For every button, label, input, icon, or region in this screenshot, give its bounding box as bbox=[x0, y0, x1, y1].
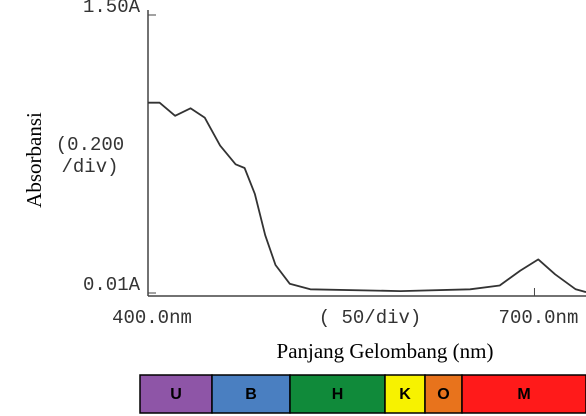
spectrum-band-label: O bbox=[437, 386, 449, 403]
spectrum-band-label: U bbox=[170, 386, 182, 403]
spectrum-band-label: H bbox=[332, 386, 344, 403]
y-tick-label: 0.01A bbox=[83, 274, 141, 296]
x-axis-title: Panjang Gelombang (nm) bbox=[277, 339, 494, 363]
x-scale-note: ( 50/div) bbox=[319, 307, 422, 329]
x-tick-label: 400.0nm bbox=[112, 307, 192, 329]
y-scale-note: (0.200/div) bbox=[56, 134, 124, 178]
spectrum-band-label: B bbox=[245, 386, 257, 403]
spectrum-band bbox=[139, 374, 213, 414]
spectrum-line bbox=[148, 101, 586, 293]
y-axis-title: Absorbansi bbox=[22, 112, 46, 208]
y-tick-label: 1.50A bbox=[83, 0, 141, 18]
y-scale-note-text: (0.200/div) bbox=[56, 134, 124, 178]
spectrum-band bbox=[424, 374, 463, 414]
spectrum-band-label: M bbox=[517, 386, 530, 403]
x-tick-label: 700.0nm bbox=[499, 307, 579, 329]
spectrum-band bbox=[461, 374, 586, 414]
spectrum-band-label: K bbox=[399, 386, 411, 403]
spectrum-band bbox=[384, 374, 426, 414]
